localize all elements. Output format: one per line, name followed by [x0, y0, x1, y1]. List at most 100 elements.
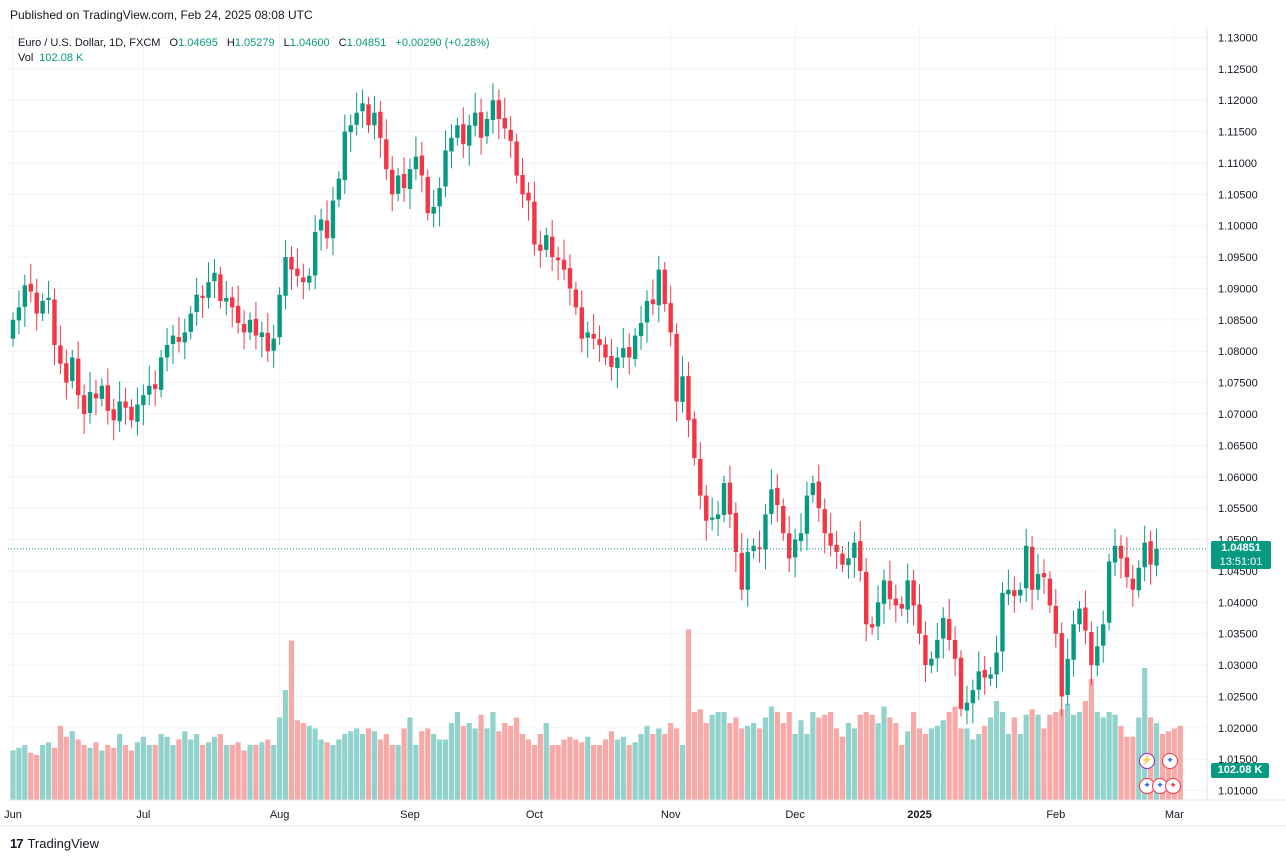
candle-body	[1035, 574, 1041, 590]
candle-body	[40, 301, 45, 314]
candle-3	[28, 263, 33, 303]
bar-countdown: 13:51:01	[1219, 555, 1263, 568]
axes: 1.13000 1.12500 1.12000 1.11500 1.11000 1.105…	[0, 28, 1286, 827]
candle-body	[946, 618, 952, 640]
candle-180	[1077, 601, 1082, 632]
candle-body	[147, 385, 152, 395]
volume-bar-93	[561, 739, 567, 800]
candle-41	[253, 301, 259, 350]
candle-175	[1047, 571, 1053, 613]
candle-176	[1053, 588, 1058, 648]
candle-104	[627, 333, 632, 375]
volume-bar-171	[1023, 714, 1029, 800]
volume-bar-157	[940, 720, 946, 800]
symbol-title: Euro / U.S. Dollar, 1D, FXCM	[18, 37, 161, 49]
candle-body	[923, 635, 928, 666]
volume-bar-40	[247, 745, 253, 800]
candle-163	[976, 651, 981, 701]
lightning-icon[interactable]: ⚡	[1139, 753, 1155, 769]
candle-body	[514, 141, 519, 176]
candle-body	[549, 236, 555, 258]
candle-body	[704, 495, 709, 521]
candle-133	[798, 513, 804, 552]
candle-29	[182, 318, 188, 360]
candle-126	[757, 530, 762, 563]
last-volume-tag: 102.08 K	[1211, 763, 1269, 778]
volume-bar-185	[1106, 712, 1112, 800]
volume-bar-189	[1130, 736, 1136, 800]
candle-body	[757, 547, 762, 549]
candle-body	[372, 112, 377, 126]
candle-body	[846, 558, 851, 566]
x-tick-label-6: Dec	[785, 809, 805, 821]
candle-body	[804, 495, 810, 534]
candle-body	[58, 345, 63, 364]
y-tick-label-15: 1.05500	[1218, 503, 1258, 515]
volume-bar-104	[626, 745, 632, 800]
candle-body	[858, 541, 863, 571]
candle-152	[911, 569, 916, 626]
close-value: 1.04851	[346, 37, 387, 49]
volume-bar-98	[591, 745, 597, 800]
event-flag-icon-2[interactable]: ✦	[1139, 778, 1155, 794]
candle-186	[1112, 528, 1118, 577]
candle-body	[1089, 632, 1094, 666]
low-value: 1.04600	[289, 37, 330, 49]
volume-bar-125	[751, 723, 757, 800]
volume-bar-62	[377, 739, 383, 800]
volume-bar-81	[490, 712, 496, 800]
volume-bar-50	[306, 725, 312, 800]
footer-brand: 17 TradingView	[10, 836, 99, 851]
candle-body	[1130, 578, 1136, 590]
candle-181	[1083, 590, 1088, 645]
candle-body	[561, 259, 567, 270]
candle-body	[307, 275, 312, 283]
candle-71	[431, 189, 436, 228]
volume-bar-131	[786, 712, 792, 800]
volume-bar-8	[57, 725, 63, 800]
candle-58	[354, 92, 359, 136]
high-value: 1.05279	[234, 37, 275, 49]
candle-body	[1041, 573, 1047, 578]
candle-63	[384, 119, 389, 180]
candle-70	[425, 169, 430, 221]
volume-bar-53	[324, 742, 330, 800]
candle-body	[455, 125, 460, 138]
volume-bar-29	[182, 731, 188, 800]
candle-body	[911, 580, 916, 606]
event-flag-icon[interactable]: ✦	[1162, 753, 1178, 769]
volume-bar-115	[691, 712, 697, 800]
candle-56	[342, 114, 347, 194]
y-tick-label-20: 1.03000	[1218, 660, 1258, 672]
candle-64	[390, 155, 395, 212]
candle-92	[555, 246, 561, 281]
candle-body	[1006, 589, 1011, 595]
volume-bar-194	[1159, 734, 1166, 800]
candle-body	[34, 292, 39, 314]
candle-body	[538, 244, 543, 251]
candle-72	[437, 177, 442, 227]
candle-113	[680, 356, 685, 413]
x-tick-label-7: 2025	[907, 809, 931, 821]
volume-bar-156	[934, 725, 940, 800]
volume-bar-158	[946, 712, 952, 800]
candle-body	[378, 111, 383, 138]
candle-body	[265, 332, 270, 352]
candle-121	[727, 465, 733, 529]
candle-body	[111, 409, 116, 421]
volume-bar-116	[697, 709, 703, 800]
candle-191	[1142, 525, 1147, 582]
candle-body	[941, 617, 946, 639]
candle-body	[170, 335, 176, 344]
volume-bar-105	[632, 742, 638, 800]
candle-149	[893, 584, 899, 623]
candle-9	[64, 349, 69, 400]
volume-bar-193	[1153, 723, 1160, 800]
candle-body	[644, 301, 650, 323]
candle-129	[775, 474, 780, 522]
volume-bar-59	[359, 734, 366, 800]
volume-bar-24	[152, 745, 158, 800]
event-flag-icon-4[interactable]: ✦	[1165, 778, 1181, 794]
volume-bar-26	[164, 736, 170, 800]
